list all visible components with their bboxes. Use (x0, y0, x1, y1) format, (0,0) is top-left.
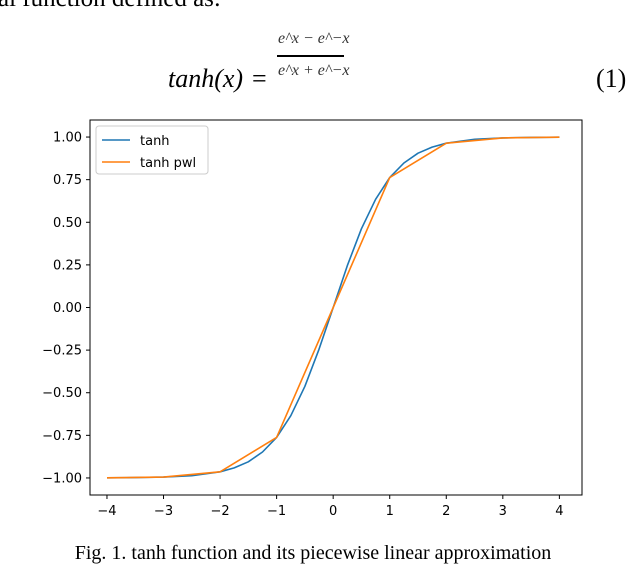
preceding-text-fragment: al function defined as: (0, 0, 221, 13)
legend-label: tanh (140, 134, 170, 149)
equation-equals-sign: = (252, 64, 267, 93)
legend-label: tanh pwl (140, 156, 196, 171)
x-tick-label: −4 (97, 504, 116, 519)
x-tick-label: 2 (442, 504, 450, 519)
equation-lhs: tanh(x) (168, 64, 244, 93)
x-tick-label: −2 (210, 504, 229, 519)
axes-frame (89, 119, 583, 496)
x-tick-label: −1 (267, 504, 286, 519)
equation-number: (1) (596, 64, 626, 93)
y-tick-label: 0.25 (53, 258, 82, 273)
figure-caption: Fig. 1. tanh function and its piecewise … (74, 542, 552, 564)
ticks-layer: −4 −3 −2 −1 0 1 2 3 4 1.00 0.75 0.50 0.25 0.00 −0.25 −0… (42, 131, 563, 519)
y-tick-label: −0.75 (42, 429, 82, 444)
y-tick-label: −0.50 (42, 386, 82, 401)
x-tick-label: 4 (555, 504, 563, 519)
equation-numerator: e^x − e^−x (278, 30, 350, 47)
y-tick-label: 0.00 (53, 301, 82, 316)
y-tick-label: 0.50 (53, 216, 82, 231)
legend: tanh tanh pwl (95, 125, 209, 175)
series-line-tanh-pwl (106, 136, 560, 479)
y-tick-label: −0.25 (42, 344, 82, 359)
y-tick-label: −1.00 (42, 471, 82, 486)
equation-denominator: e^x + e^−x (278, 62, 350, 79)
tanh-equation: tanh(x) = e^x − e^−x e^x + e^−x (1) (0, 0, 626, 110)
x-tick-label: 3 (499, 504, 507, 519)
x-tick-label: −3 (154, 504, 173, 519)
series-layer (106, 136, 560, 479)
x-tick-label: 0 (329, 504, 337, 519)
y-tick-label: 1.00 (53, 131, 82, 146)
fraction-bar (277, 55, 344, 57)
y-tick-label: 0.75 (53, 173, 82, 188)
x-tick-label: 1 (386, 504, 394, 519)
tanh-chart: −4 −3 −2 −1 0 1 2 3 4 1.00 0.75 0.50 0.25 0.00 −0.25 −0… (42, 119, 583, 519)
